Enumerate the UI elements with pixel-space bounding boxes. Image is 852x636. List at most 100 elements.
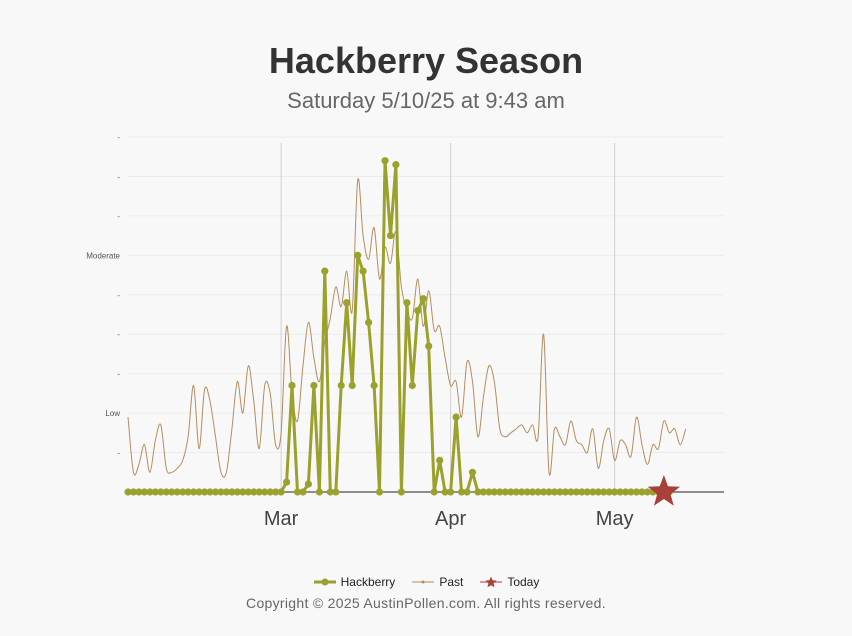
hackberry-point xyxy=(627,488,635,496)
hackberry-point xyxy=(605,488,613,496)
hackberry-point xyxy=(414,307,422,315)
hackberry-point xyxy=(348,381,356,390)
hackberry-point xyxy=(545,488,553,496)
hackberry-point xyxy=(184,488,192,496)
hackberry-point xyxy=(468,468,477,476)
hackberry-point xyxy=(288,381,296,390)
hackberry-point xyxy=(157,488,165,496)
y-tick-label: - xyxy=(117,291,120,300)
x-tick-label: Mar xyxy=(264,508,299,530)
hackberry-point xyxy=(408,381,416,390)
chart-title: Hackberry Season xyxy=(268,40,584,81)
hackberry-point xyxy=(425,342,433,350)
hackberry-point xyxy=(447,488,455,496)
hackberry-point xyxy=(195,488,203,496)
hackberry-point xyxy=(392,161,400,169)
hackberry-point xyxy=(550,488,559,496)
hackberry-point xyxy=(326,488,334,496)
y-tick-label: - xyxy=(117,133,120,142)
legend-item-today[interactable]: Today xyxy=(479,575,539,589)
hackberry-point xyxy=(129,488,138,496)
hackberry-point xyxy=(638,488,646,496)
hackberry-point xyxy=(168,488,176,496)
hackberry-point xyxy=(277,488,285,496)
y-tick-label: Low xyxy=(105,409,120,418)
hackberry-point xyxy=(523,488,531,496)
star-icon xyxy=(485,576,498,588)
hackberry-point xyxy=(250,488,258,496)
hackberry-point xyxy=(332,488,340,496)
hackberry-point xyxy=(381,157,389,165)
hackberry-point xyxy=(310,381,318,390)
hackberry-point xyxy=(512,488,520,496)
hackberry-point xyxy=(239,488,247,496)
hackberry-point xyxy=(146,488,154,496)
legend-item-past[interactable]: Past xyxy=(411,575,463,589)
hackberry-point xyxy=(228,488,236,496)
hackberry-point xyxy=(632,488,641,496)
y-tick-label: - xyxy=(117,370,120,379)
legend-item-hackberry[interactable]: Hackberry xyxy=(313,575,396,589)
hackberry-point xyxy=(485,488,493,496)
hackberry-point xyxy=(365,318,373,326)
hackberry-point xyxy=(430,488,438,496)
hackberry-point xyxy=(386,232,395,240)
hackberry-point xyxy=(375,488,384,496)
hackberry-point xyxy=(190,488,198,496)
series-hackberry-line xyxy=(128,159,670,494)
y-tick-label: - xyxy=(117,330,120,339)
hackberry-point xyxy=(359,267,367,275)
hackberry-point xyxy=(293,488,302,496)
hackberry-point xyxy=(622,488,630,496)
hackberry-point xyxy=(304,480,312,488)
pollen-chart: - Low - - - Moderate - - - Mar Apr May xyxy=(86,133,724,530)
hackberry-point xyxy=(529,488,537,496)
hackberry-point xyxy=(403,299,411,307)
hackberry-point xyxy=(572,488,581,496)
hackberry-point xyxy=(255,488,263,496)
hackberry-point xyxy=(501,488,509,496)
hackberry-point xyxy=(540,488,548,496)
hackberry-point xyxy=(479,488,487,496)
hackberry-point xyxy=(244,488,252,496)
hackberry-point xyxy=(162,488,170,496)
hackberry-point xyxy=(283,478,291,486)
y-tick-label: - xyxy=(117,212,120,221)
hackberry-point xyxy=(616,488,624,496)
hackberry-point xyxy=(206,488,214,496)
y-tick-label: Moderate xyxy=(86,251,120,260)
hackberry-point xyxy=(151,488,159,496)
hackberry-point xyxy=(556,488,564,496)
hackberry-point xyxy=(233,488,241,496)
x-tick-label: May xyxy=(596,508,634,530)
legend-hackberry-label: Hackberry xyxy=(340,575,396,589)
x-tick-label: Apr xyxy=(435,508,466,530)
hackberry-point xyxy=(201,488,209,496)
hackberry-point xyxy=(534,488,542,496)
hackberry-point xyxy=(337,381,345,390)
hackberry-point xyxy=(436,456,444,464)
hackberry-point xyxy=(266,488,274,496)
hackberry-point xyxy=(583,488,591,496)
legend-today-swatch xyxy=(480,576,503,588)
hackberry-point xyxy=(567,488,575,496)
hackberry-point xyxy=(594,488,602,496)
legend-today-label: Today xyxy=(507,575,540,589)
hackberry-point xyxy=(140,488,148,496)
hackberry-point xyxy=(490,488,498,496)
hackberry-point xyxy=(299,488,307,496)
hackberry-point xyxy=(452,413,460,421)
today-star-marker xyxy=(647,475,680,506)
hackberry-point xyxy=(589,488,597,496)
copyright-text: Copyright © 2025 AustinPollen.com. All r… xyxy=(246,595,606,611)
hackberry-point xyxy=(611,488,619,496)
hackberry-point xyxy=(561,488,570,496)
hackberry-point xyxy=(370,381,378,390)
hackberry-point xyxy=(211,488,220,496)
hackberry-point xyxy=(179,488,187,496)
hackberry-point xyxy=(261,488,269,496)
hackberry-point xyxy=(217,488,225,496)
y-tick-label: - xyxy=(117,449,120,458)
hackberry-point xyxy=(124,488,132,496)
legend-hackberry-swatch xyxy=(313,578,336,586)
